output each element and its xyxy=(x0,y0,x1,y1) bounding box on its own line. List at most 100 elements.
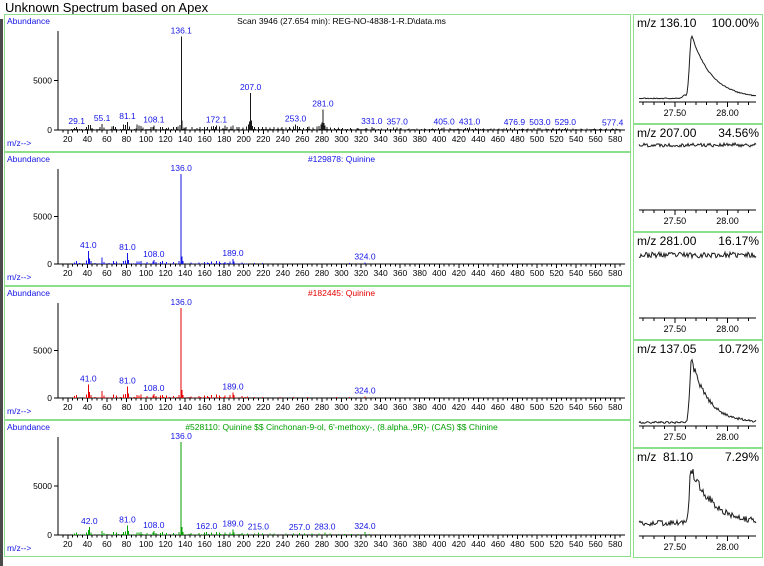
svg-text:500: 500 xyxy=(530,134,544,144)
spectrum-plot-scan[interactable]: 20 40 60 80 100 120 140 160 180 200 220 240 260 280 30… xyxy=(5,15,630,151)
svg-text:340: 340 xyxy=(374,134,388,144)
spectrum-panel-library-1[interactable]: 20 40 60 80 100 120 140 160 180 200 220 240 260 280 30… xyxy=(4,152,631,286)
svg-text:400: 400 xyxy=(432,539,446,549)
peak-label: 81.0 xyxy=(119,376,136,386)
svg-text:340: 340 xyxy=(374,402,388,412)
eic-panel-136[interactable]: 27.50 28.00 m/z 136.10 100.00% xyxy=(633,14,763,124)
svg-text:520: 520 xyxy=(549,268,563,278)
peak-label: 331.0 xyxy=(361,116,383,126)
spectrum-header-library-3: #528110: Quinine $$ Cinchonan-9-ol, 6'-m… xyxy=(185,422,498,432)
svg-text:480: 480 xyxy=(510,268,524,278)
svg-text:320: 320 xyxy=(354,402,368,412)
eic-plot-137[interactable]: 27.50 28.00 xyxy=(634,341,762,447)
svg-text:5000: 5000 xyxy=(33,212,52,222)
eic-mz-label: m/z 281.00 xyxy=(637,234,697,248)
y-axis-title: Abundance xyxy=(7,422,51,432)
spectrum-header-scan: Scan 3946 (27.654 min): REG-NO-4838-1-R.… xyxy=(237,16,446,26)
eic-trace xyxy=(638,141,757,148)
x-axis-title: m/z--> xyxy=(7,406,32,416)
svg-text:440: 440 xyxy=(471,268,485,278)
spectrum-panel-library-3[interactable]: 20 40 60 80 100 120 140 160 180 200 220 240 260 280 30… xyxy=(4,420,631,557)
svg-text:60: 60 xyxy=(102,134,112,144)
svg-text:260: 260 xyxy=(295,539,309,549)
eic-mz-label: m/z 207.00 xyxy=(637,126,697,140)
eic-panel-281[interactable]: 27.50 28.00 m/z 281.00 16.17% xyxy=(633,232,763,340)
eic-title: m/z 137.05 10.72% xyxy=(637,342,759,356)
eic-plot-136[interactable]: 27.50 28.00 xyxy=(634,15,762,123)
peak-label: 136.1 xyxy=(171,25,193,35)
svg-text:420: 420 xyxy=(452,539,466,549)
peak-label: 81.0 xyxy=(119,515,136,525)
eic-panel-81[interactable]: 27.50 28.00 m/z 81.10 7.29% xyxy=(633,448,763,558)
eic-axis xyxy=(639,535,756,541)
eic-panel-207[interactable]: 27.50 28.00 m/z 207.00 34.56% xyxy=(633,124,763,232)
svg-text:520: 520 xyxy=(549,402,563,412)
eic-percent: 100.00% xyxy=(711,16,759,30)
x-axis-title: m/z--> xyxy=(7,272,32,282)
svg-text:260: 260 xyxy=(295,268,309,278)
peak-label: 529.0 xyxy=(555,117,577,127)
svg-text:20: 20 xyxy=(63,402,73,412)
baseline-noise xyxy=(71,128,620,130)
svg-text:100: 100 xyxy=(139,134,153,144)
svg-text:80: 80 xyxy=(122,539,132,549)
labeled-peaks: 42.0 81.0 108.0 136.0 162.0 189.0 215.0 257.0 28… xyxy=(81,431,376,535)
eic-mz-label: m/z 137.05 xyxy=(637,342,697,356)
svg-text:240: 240 xyxy=(276,134,290,144)
spectrum-peaks xyxy=(74,120,617,130)
svg-text:140: 140 xyxy=(178,539,192,549)
y-axis-labels: 0 5000 xyxy=(33,346,58,403)
svg-text:40: 40 xyxy=(83,134,93,144)
spectrum-panel-scan[interactable]: 20 40 60 80 100 120 140 160 180 200 220 240 260 280 30… xyxy=(4,14,631,152)
peak-label: 42.0 xyxy=(81,516,98,526)
svg-text:580: 580 xyxy=(608,268,622,278)
eic-axis xyxy=(639,425,756,431)
svg-text:580: 580 xyxy=(608,539,622,549)
svg-text:300: 300 xyxy=(334,402,348,412)
spectrum-header-library-2: #182445: Quinine xyxy=(307,288,376,298)
svg-text:100: 100 xyxy=(139,402,153,412)
svg-text:40: 40 xyxy=(83,268,93,278)
svg-text:27.50: 27.50 xyxy=(664,432,687,442)
svg-text:27.50: 27.50 xyxy=(664,542,687,552)
svg-text:420: 420 xyxy=(452,268,466,278)
eic-title: m/z 281.00 16.17% xyxy=(637,234,759,248)
svg-text:200: 200 xyxy=(237,539,251,549)
peak-label: 324.0 xyxy=(354,385,376,395)
spectrum-peaks xyxy=(74,390,350,398)
svg-text:280: 280 xyxy=(315,539,329,549)
y-axis-title: Abundance xyxy=(7,16,51,26)
spectrum-plot-library-1[interactable]: 20 40 60 80 100 120 140 160 180 200 220 240 260 280 30… xyxy=(5,153,630,285)
spectrum-plot-library-2[interactable]: 20 40 60 80 100 120 140 160 180 200 220 240 260 280 30… xyxy=(5,287,630,419)
eic-plot-207[interactable]: 27.50 28.00 xyxy=(634,125,762,231)
svg-text:380: 380 xyxy=(413,402,427,412)
svg-text:340: 340 xyxy=(374,268,388,278)
svg-text:460: 460 xyxy=(491,134,505,144)
peak-label: 189.0 xyxy=(222,381,244,391)
svg-text:60: 60 xyxy=(102,402,112,412)
spectrum-peaks xyxy=(74,256,350,264)
peak-label: 476.9 xyxy=(504,117,526,127)
x-axis-ticks xyxy=(62,130,621,134)
peak-label: 162.0 xyxy=(196,521,218,531)
eic-percent: 16.17% xyxy=(718,234,759,248)
svg-text:20: 20 xyxy=(63,134,73,144)
eic-plot-281[interactable]: 27.50 28.00 xyxy=(634,233,762,339)
svg-text:400: 400 xyxy=(432,268,446,278)
peak-label: 108.0 xyxy=(143,383,165,393)
svg-text:180: 180 xyxy=(217,134,231,144)
svg-text:520: 520 xyxy=(549,134,563,144)
eic-plot-81[interactable]: 27.50 28.00 xyxy=(634,449,762,557)
svg-text:5000: 5000 xyxy=(33,481,52,491)
spectrum-panel-library-2[interactable]: 20 40 60 80 100 120 140 160 180 200 220 240 260 280 30… xyxy=(4,286,631,420)
svg-text:520: 520 xyxy=(549,539,563,549)
x-axis-ticks xyxy=(62,398,621,402)
y-axis-labels: 0 5000 xyxy=(33,76,58,135)
eic-panel-137[interactable]: 27.50 28.00 m/z 137.05 10.72% xyxy=(633,340,763,448)
svg-text:360: 360 xyxy=(393,402,407,412)
svg-text:400: 400 xyxy=(432,402,446,412)
svg-text:460: 460 xyxy=(491,268,505,278)
x-axis-labels: 20 40 60 80 100 120 140 160 180 200 220 240 260 280 30… xyxy=(63,134,623,144)
spectrum-plot-library-3[interactable]: 20 40 60 80 100 120 140 160 180 200 220 240 260 280 30… xyxy=(5,421,630,556)
spectrum-header-library-1: #129878: Quinine xyxy=(307,154,376,164)
